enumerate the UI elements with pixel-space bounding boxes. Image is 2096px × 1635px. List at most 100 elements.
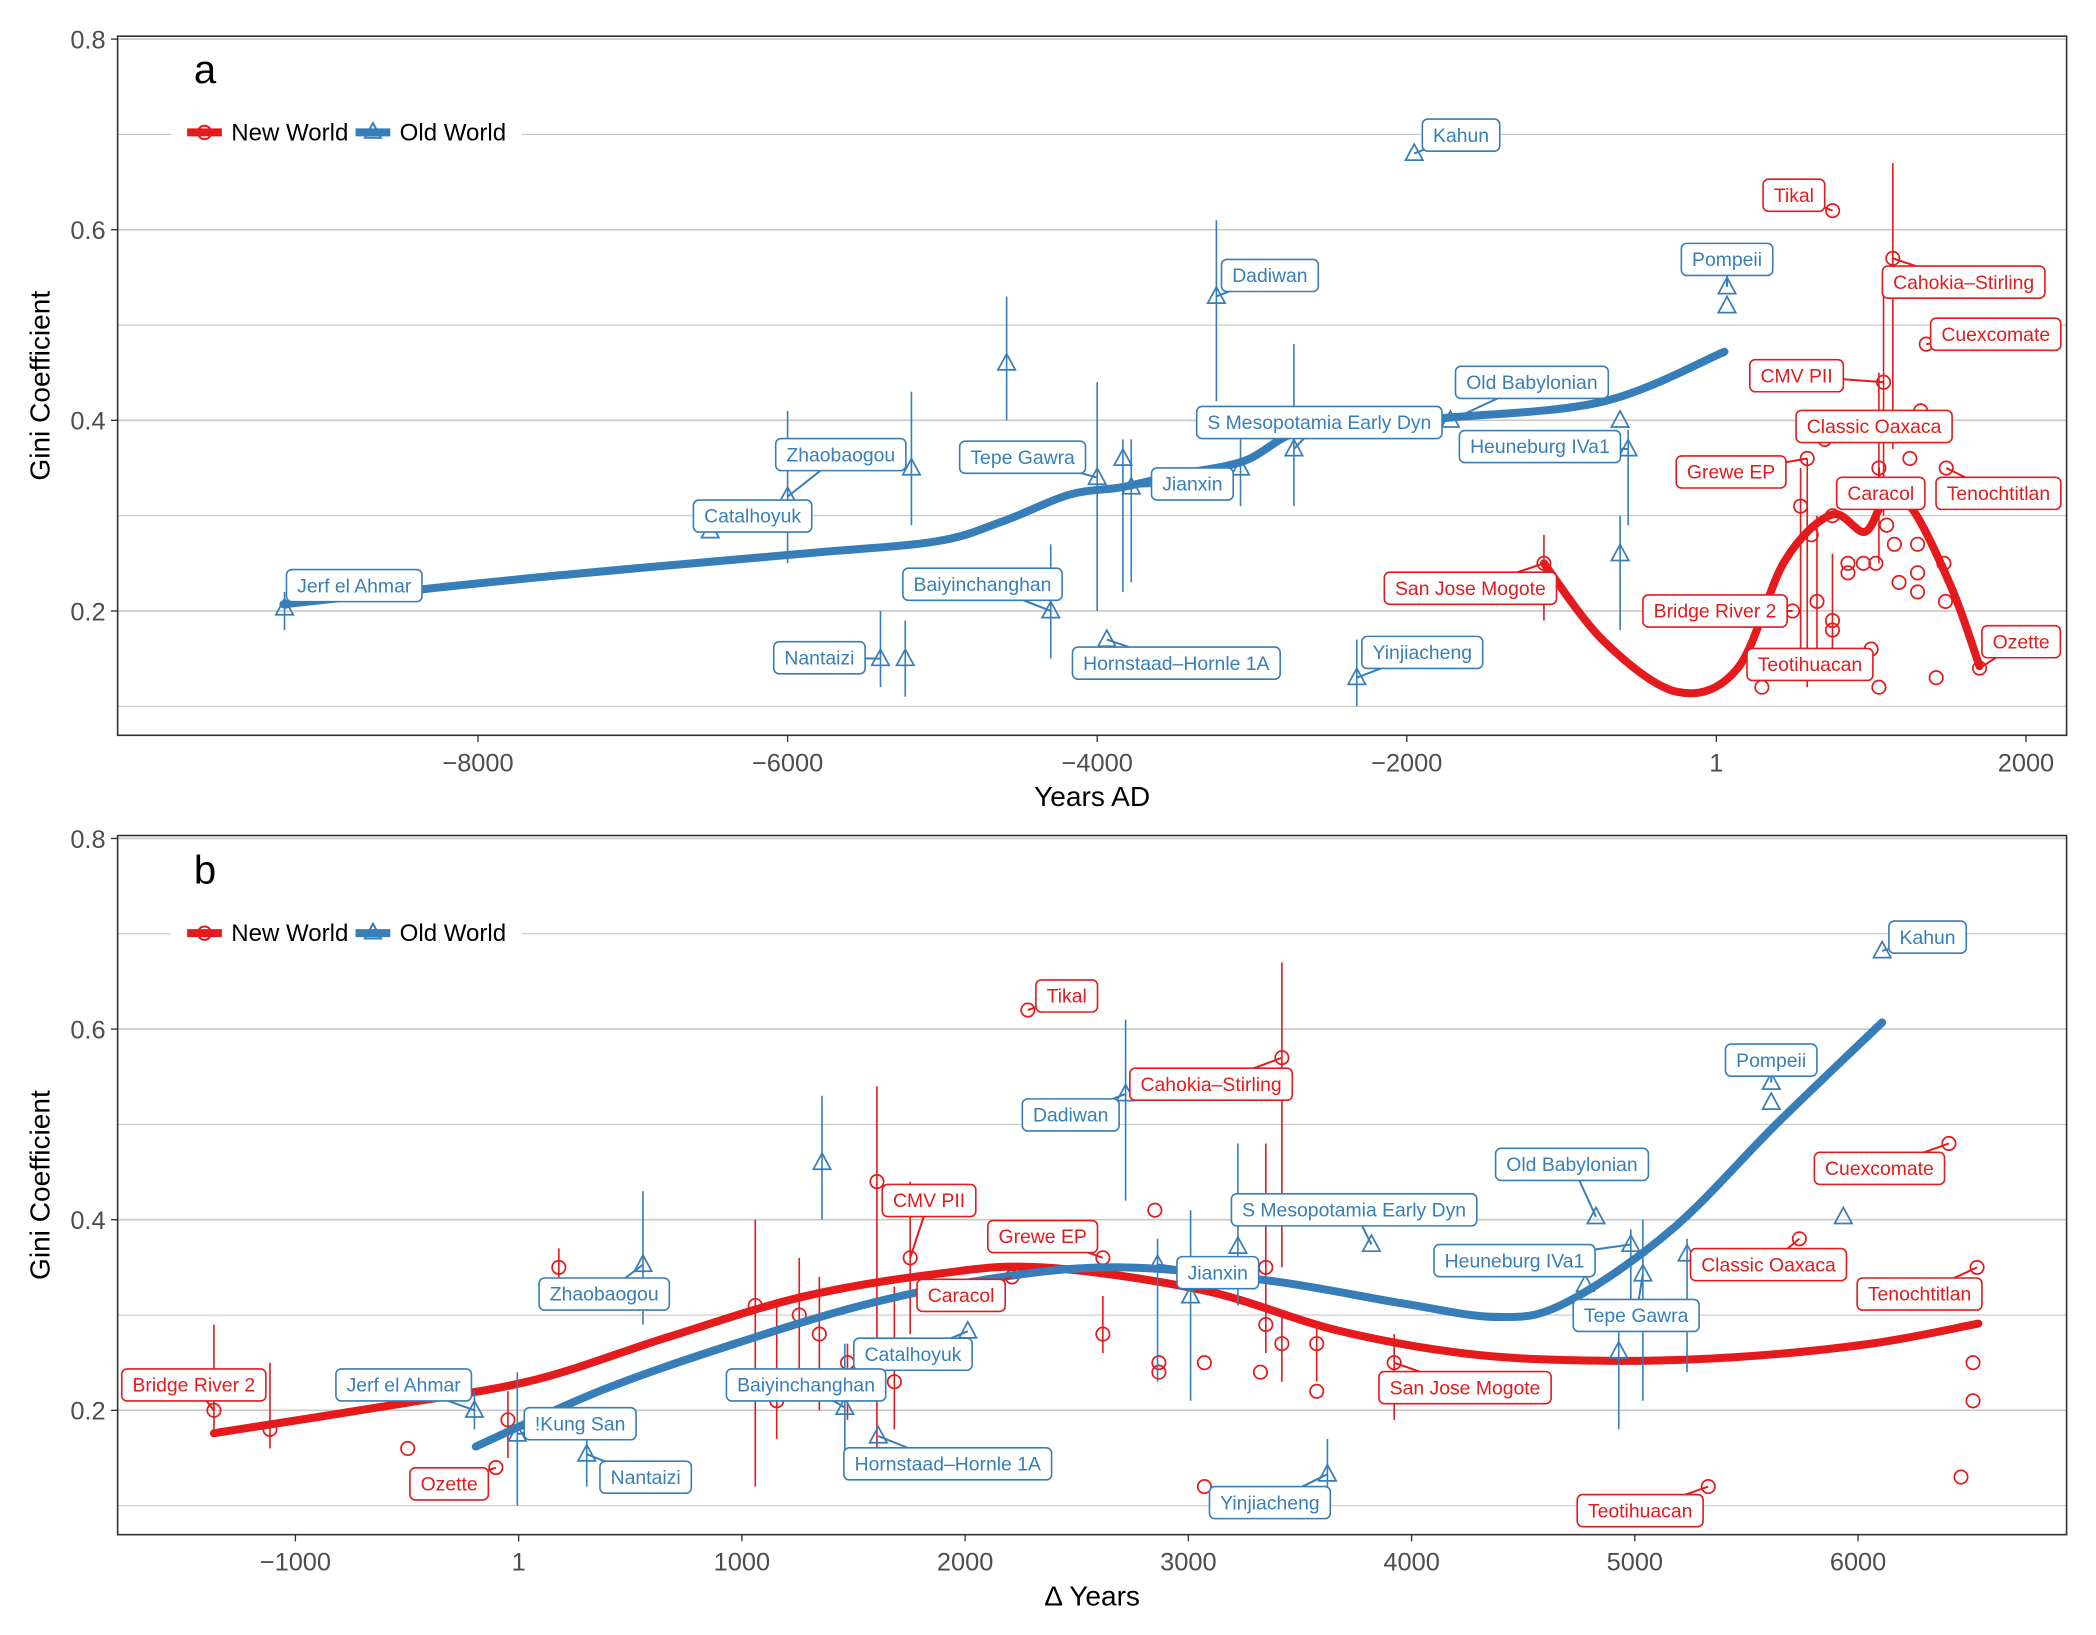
point-label: Jerf el Ahmar (284, 568, 423, 610)
label-text: Heuneburg IVa1 (1470, 436, 1610, 458)
label-text: Baiyinchanghan (737, 1375, 875, 1397)
data-point (1886, 536, 1902, 552)
x-axis-title: Δ Years (1044, 1581, 1140, 1612)
legend-label: New World (231, 920, 348, 947)
point-label: Jianxin (1157, 1255, 1260, 1290)
data-point (1891, 574, 1907, 590)
label-text: Old Babylonian (1466, 372, 1597, 394)
point-label: Catalhoyuk (692, 499, 813, 533)
point-label: San Jose Mogote (1378, 1361, 1552, 1405)
label-box (1150, 467, 1235, 501)
label-box (1208, 1485, 1332, 1520)
x-tick-label: 1 (512, 1549, 526, 1577)
point-label: Old Babylonian (1450, 365, 1610, 422)
triangle-marker-icon (363, 120, 383, 139)
point-label: Tepe Gawra (958, 440, 1098, 479)
label-text: Tepe Gawra (1584, 1305, 1689, 1327)
label-box (1071, 646, 1281, 680)
data-point (870, 647, 891, 667)
legend-bg (171, 914, 522, 952)
label-text: Catalhoyuk (704, 506, 801, 528)
x-tick-label: −6000 (752, 749, 823, 777)
data-point (1632, 1262, 1654, 1282)
data-point (902, 1250, 918, 1266)
label-box (1361, 635, 1484, 670)
label-text: Caracol (928, 1285, 995, 1307)
point-label: S Mesopotamia Early Dyn (1230, 1192, 1478, 1245)
label-text: S Mesopotamia Early Dyn (1207, 412, 1431, 434)
data-point (400, 1440, 416, 1457)
label-box (1230, 1192, 1478, 1227)
legend: New World Old World (171, 914, 522, 952)
trend-line (279, 347, 1729, 609)
point-label: Baiyinchanghan (725, 1368, 887, 1409)
data-point (1941, 1135, 1957, 1152)
point-label: Kahun (1881, 920, 1968, 954)
label-text: Cahokia–Stirling (1893, 272, 2034, 294)
point-label: Tenochtitlan (1935, 467, 2062, 511)
triangle-marker-icon (363, 921, 383, 940)
point-label: Teotihuacan (1746, 647, 1874, 682)
label-box (1813, 1151, 1946, 1186)
data-point (1252, 1364, 1269, 1380)
label-text: Teotihuacan (1758, 654, 1862, 676)
label-text: Bridge River 2 (1654, 601, 1777, 623)
point-label: Tikal (1027, 979, 1099, 1013)
label-box (958, 440, 1087, 475)
point-label: Cuexcomate (1813, 1142, 1950, 1186)
point-label: Teotihuacan (1576, 1485, 1709, 1528)
label-box (1746, 647, 1874, 682)
data-point (868, 1424, 889, 1444)
point-label: Tikal (1762, 178, 1833, 213)
data-point (1902, 450, 1918, 467)
label-box (725, 1368, 887, 1402)
point-label: Baiyinchanghan (902, 567, 1063, 612)
data-point (500, 1412, 516, 1428)
x-tick-label: 2000 (937, 1549, 993, 1577)
label-box (1724, 1043, 1818, 1077)
data-point (1855, 555, 1871, 571)
data-point (1953, 1469, 1969, 1485)
data-point (1274, 1050, 1290, 1066)
data-point (1868, 555, 1884, 571)
x-tick-label: 5000 (1607, 1549, 1663, 1577)
point-label: Pompeii (1724, 1043, 1818, 1083)
data-point (1809, 593, 1825, 609)
label-text: Ozette (421, 1474, 478, 1496)
x-tick-label: −8000 (442, 749, 513, 777)
label-box (1378, 1370, 1552, 1405)
label-box (1454, 365, 1610, 400)
data-point (901, 456, 922, 476)
label-box (987, 1219, 1099, 1254)
point-label: Cahokia–Stirling (1881, 257, 2046, 299)
label-box (774, 437, 907, 472)
data-point (1793, 498, 1809, 514)
data-point (1609, 542, 1631, 562)
point-label: Classic Oaxaca (1689, 1238, 1848, 1282)
x-tick-label: 1000 (714, 1549, 770, 1577)
label-text: CMV PII (893, 1190, 965, 1212)
label-box (1572, 1298, 1700, 1333)
point-label: Jianxin (1131, 467, 1235, 501)
point-label: Pompeii (1680, 242, 1774, 287)
y-tick-label: 0.8 (70, 26, 105, 54)
panel-letter: a (194, 48, 217, 92)
trend-line (1539, 493, 1984, 698)
data-point (1096, 628, 1117, 648)
data-point (1825, 203, 1841, 219)
data-point (632, 1253, 654, 1273)
data-point (1283, 437, 1305, 457)
legend-label: Old World (400, 119, 506, 146)
label-text: San Jose Mogote (1395, 578, 1546, 600)
series-old-world (274, 142, 1738, 707)
plot-frame (116, 35, 2068, 737)
data-point (1620, 1233, 1641, 1253)
legend-label: Old World (400, 920, 506, 947)
data-point (1196, 1355, 1212, 1371)
label-text: Tikal (1047, 986, 1087, 1008)
label-box (843, 1446, 1053, 1481)
label-text: S Mesopotamia Early Dyn (1242, 1200, 1466, 1222)
label-box (1981, 624, 2062, 659)
label-text: Old Babylonian (1506, 1154, 1637, 1176)
